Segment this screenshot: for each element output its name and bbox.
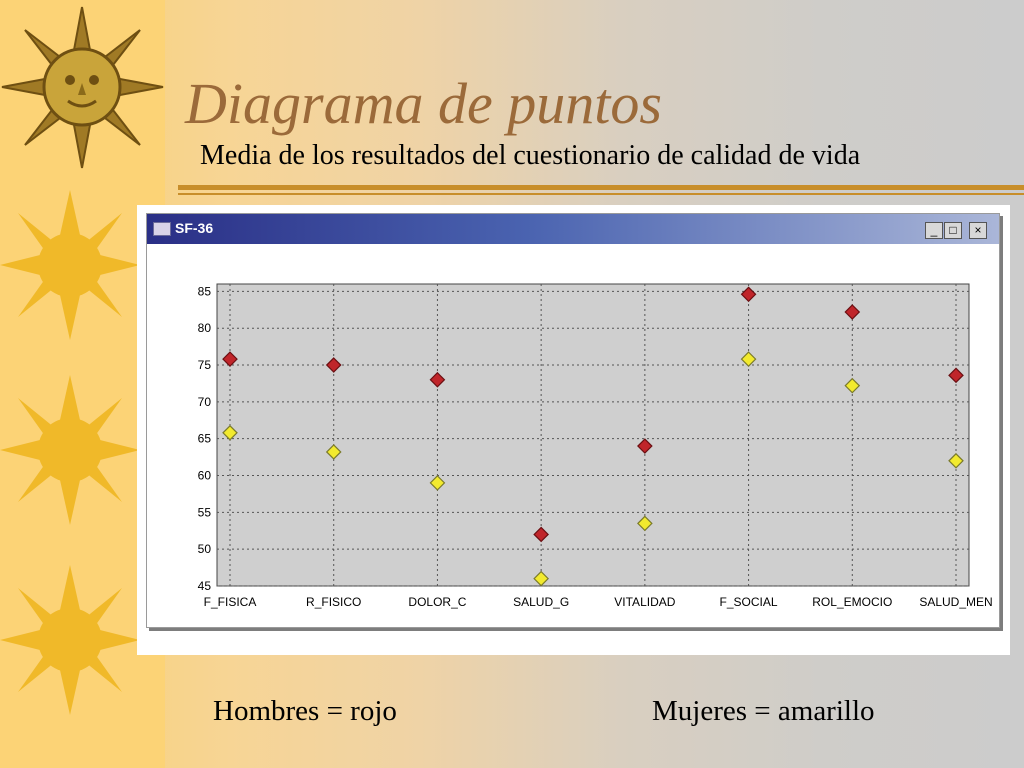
- window-titlebar[interactable]: SF-36 _ □ ×: [147, 214, 999, 244]
- sun-icon: [0, 375, 140, 525]
- data-point-women: [740, 351, 757, 367]
- app-icon: [153, 222, 171, 236]
- y-tick-label: 80: [198, 321, 212, 335]
- x-tick-label: F_FISICA: [204, 595, 257, 609]
- y-tick-label: 45: [198, 579, 212, 593]
- sun-face-icon: [1, 6, 164, 169]
- data-point-women: [948, 452, 964, 469]
- data-point-men: [429, 371, 446, 388]
- x-tick-label: SALUD_MEN: [919, 595, 992, 609]
- sun-icon: [0, 190, 140, 340]
- x-tick-label: DOLOR_C: [408, 595, 466, 609]
- legend-men: Hombres = rojo: [213, 695, 397, 727]
- data-point-men: [948, 367, 964, 384]
- y-tick-label: 55: [198, 505, 212, 519]
- y-tick-label: 65: [198, 432, 212, 446]
- chart-window: SF-36 _ □ × 45 50 55 60 65 70 75 80 85 F_FISICA R_…: [146, 213, 1000, 628]
- maximize-icon[interactable]: □: [944, 222, 962, 239]
- close-icon[interactable]: ×: [969, 222, 987, 239]
- data-point-women: [429, 475, 446, 491]
- y-tick-label: 50: [198, 542, 212, 556]
- divider-line: [178, 185, 1024, 190]
- data-point-men: [325, 357, 342, 373]
- data-point-women: [637, 515, 653, 532]
- legend-women: Mujeres = amarillo: [652, 695, 875, 727]
- x-tick-label: R_FISICO: [306, 595, 361, 609]
- data-point-women: [222, 424, 238, 441]
- sun-icon: [0, 565, 140, 715]
- data-point-women: [325, 444, 342, 460]
- y-tick-label: 75: [198, 358, 212, 372]
- data-point-women: [844, 377, 861, 394]
- x-tick-label: ROL_EMOCIO: [812, 595, 892, 609]
- data-point-men: [844, 304, 861, 320]
- window-title: SF-36: [175, 220, 214, 236]
- data-point-men: [533, 526, 549, 543]
- x-tick-label: VITALIDAD: [614, 595, 675, 609]
- divider-line-thin: [178, 193, 1024, 195]
- data-point-women: [533, 570, 549, 587]
- y-tick-label: 70: [198, 395, 212, 409]
- scatter-chart: 45 50 55 60 65 70 75 80 85 F_FISICA R_FISICO DOLOR_…: [198, 283, 993, 609]
- data-point-men: [222, 351, 238, 367]
- plot-area: [216, 283, 970, 587]
- x-tick-label: SALUD_G: [513, 595, 569, 609]
- y-tick-label: 60: [198, 469, 212, 483]
- data-point-men: [740, 286, 757, 303]
- slide-title: Diagrama de puntos: [185, 71, 662, 136]
- slide-subtitle: Media de los resultados del cuestionario…: [200, 140, 861, 171]
- minimize-icon[interactable]: _: [925, 222, 943, 239]
- x-tick-label: F_SOCIAL: [720, 595, 778, 609]
- y-tick-label: 85: [198, 284, 212, 298]
- data-point-men: [637, 438, 653, 454]
